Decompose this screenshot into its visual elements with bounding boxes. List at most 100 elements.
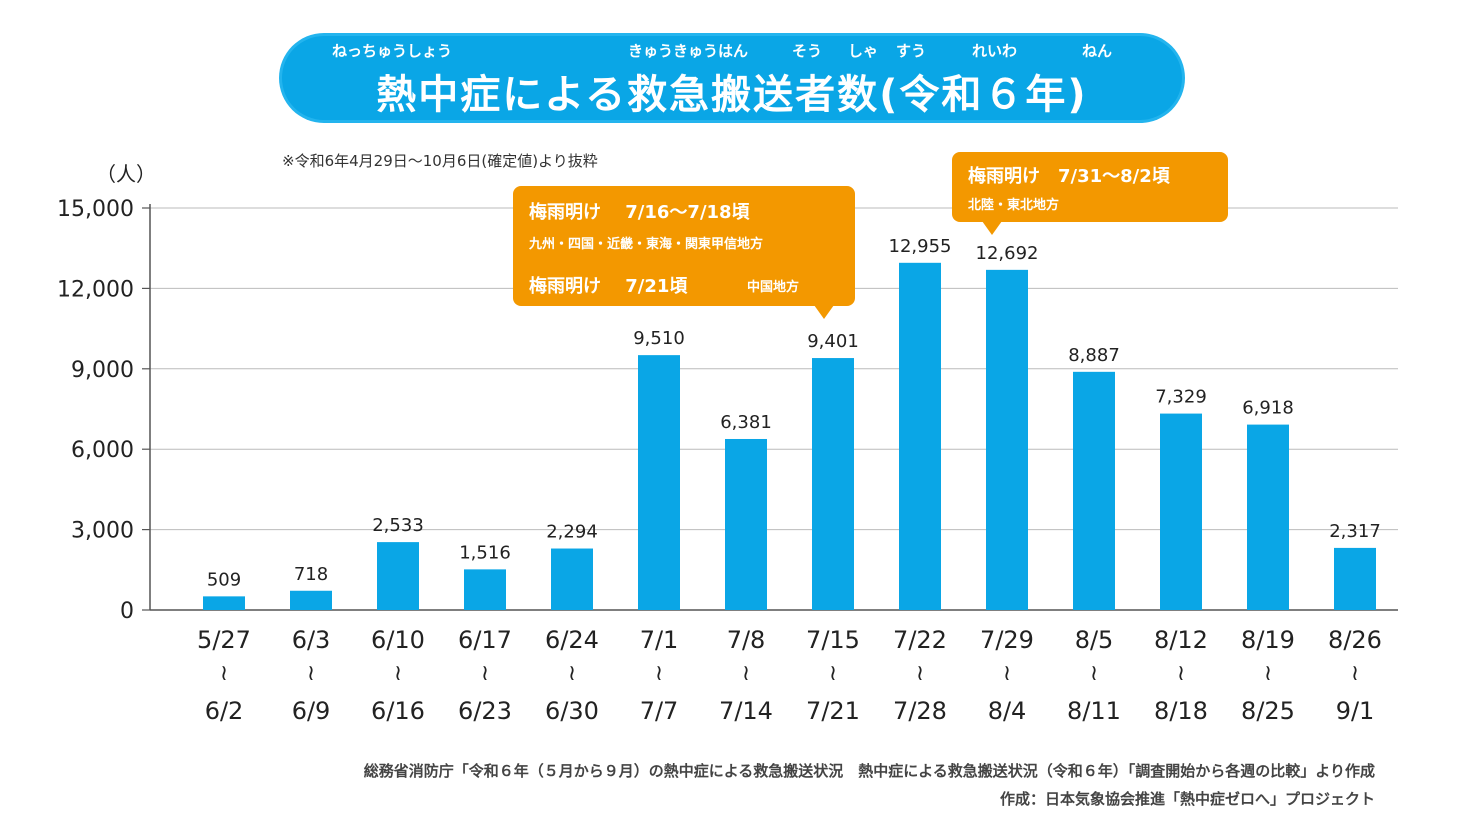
callout2-line2: 北陸・東北地方 (968, 198, 1060, 213)
x-label-end-7: 7/21 (806, 697, 860, 725)
value-label-7: 9,401 (807, 331, 859, 352)
x-label-separator-5: ≀ (655, 661, 663, 686)
x-label-separator-13: ≀ (1351, 661, 1359, 686)
rainy-season-end-callout-1: 梅雨明け 7/16〜7/18頃 九州・四国・近畿・東海・関東甲信地方 梅雨明け … (513, 186, 855, 306)
bar-11 (1160, 413, 1202, 610)
x-label-separator-9: ≀ (1003, 661, 1011, 686)
ruby-kyuukyuuhan: きゅうきゅうはん (628, 42, 749, 60)
bar-10 (1073, 371, 1115, 610)
x-label-end-4: 6/30 (545, 697, 599, 725)
x-label-separator-10: ≀ (1090, 661, 1098, 686)
y-axis-unit-label: （人） (96, 162, 156, 186)
value-label-13: 2,317 (1329, 521, 1381, 542)
value-label-9: 12,692 (976, 243, 1039, 264)
title-ruby: ねっちゅうしょう きゅうきゅうはん そう しゃ すう れいわ ねん (282, 40, 1182, 62)
x-label-separator-1: ≀ (307, 661, 315, 686)
callout2-pointer (982, 221, 1002, 235)
ruby-nen: ねん (1082, 42, 1113, 60)
x-label-end-13: 9/1 (1336, 697, 1375, 725)
y-tick-label-0: 0 (120, 599, 134, 624)
ruby-necchuushou: ねっちゅうしょう (332, 42, 453, 60)
value-label-11: 7,329 (1155, 387, 1207, 408)
x-label-separator-6: ≀ (742, 661, 750, 686)
x-label-start-2: 6/10 (371, 626, 425, 654)
x-label-end-11: 8/18 (1154, 697, 1208, 725)
value-label-10: 8,887 (1068, 345, 1120, 366)
y-tick-label-12000: 12,000 (57, 277, 134, 302)
ruby-sha: しゃ (848, 42, 879, 60)
x-label-end-1: 6/9 (292, 697, 331, 725)
rainy-season-end-callout-2: 梅雨明け 7/31〜8/2頃 北陸・東北地方 (952, 152, 1228, 222)
y-tick-label-3000: 3,000 (71, 519, 134, 544)
x-label-separator-2: ≀ (394, 661, 402, 686)
x-label-start-5: 7/1 (640, 626, 679, 654)
x-label-end-5: 7/7 (640, 697, 679, 725)
x-label-separator-12: ≀ (1264, 661, 1272, 686)
x-label-end-2: 6/16 (371, 697, 425, 725)
x-label-separator-7: ≀ (829, 661, 837, 686)
ruby-sou: そう (792, 42, 823, 60)
value-label-5: 9,510 (633, 328, 685, 349)
value-label-3: 1,516 (459, 542, 511, 563)
x-label-start-11: 8/12 (1154, 626, 1208, 654)
x-label-separator-8: ≀ (916, 661, 924, 686)
ruby-suu: すう (896, 42, 927, 60)
x-label-end-10: 8/11 (1067, 697, 1121, 725)
title-banner: ねっちゅうしょう きゅうきゅうはん そう しゃ すう れいわ ねん 熱中症による… (282, 36, 1182, 120)
bar-6 (725, 438, 767, 610)
bar-5 (638, 355, 680, 610)
bar-4 (551, 548, 593, 610)
x-label-start-3: 6/17 (458, 626, 512, 654)
y-tick-label-15000: 15,000 (57, 197, 134, 222)
bar-12 (1247, 424, 1289, 610)
x-label-separator-11: ≀ (1177, 661, 1185, 686)
x-label-end-3: 6/23 (458, 697, 512, 725)
source-line-2: 作成：日本気象協会推進「熱中症ゼロへ」プロジェクト (999, 790, 1375, 808)
bar-3 (464, 569, 506, 610)
chart-title: 熱中症による救急搬送者数(令和６年) (376, 72, 1088, 118)
callout1-line2: 九州・四国・近畿・東海・関東甲信地方 (529, 237, 764, 252)
bar-13 (1334, 547, 1376, 610)
bar-0 (203, 596, 245, 610)
y-tick-label-6000: 6,000 (71, 438, 134, 463)
x-label-start-9: 7/29 (980, 626, 1034, 654)
x-label-start-10: 8/5 (1075, 626, 1114, 654)
x-label-start-8: 7/22 (893, 626, 947, 654)
x-label-end-8: 7/28 (893, 697, 947, 725)
x-label-separator-0: ≀ (220, 661, 228, 686)
value-label-1: 718 (294, 564, 328, 585)
callout1-pointer (814, 305, 834, 319)
ruby-reiwa: れいわ (972, 42, 1018, 60)
x-label-end-9: 8/4 (988, 697, 1027, 725)
callout1-line1: 梅雨明け 7/16〜7/18頃 (529, 202, 750, 223)
x-label-start-6: 7/8 (727, 626, 766, 654)
source-line-1: 総務省消防庁「令和６年（５月から９月）の熱中症による救急搬送状況 熱中症による救… (363, 762, 1375, 780)
x-label-separator-3: ≀ (481, 661, 489, 686)
value-label-4: 2,294 (546, 522, 598, 543)
x-label-start-0: 5/27 (197, 626, 251, 654)
value-label-12: 6,918 (1242, 398, 1294, 419)
bar-8 (899, 262, 941, 610)
value-label-0: 509 (207, 569, 241, 590)
x-label-end-12: 8/25 (1241, 697, 1295, 725)
bar-1 (290, 590, 332, 610)
x-label-start-1: 6/3 (292, 626, 331, 654)
callout1-line3: 梅雨明け 7/21頃 (529, 276, 688, 297)
value-label-2: 2,533 (372, 515, 424, 536)
value-label-6: 6,381 (720, 412, 772, 433)
bar-9 (986, 269, 1028, 610)
bar-2 (377, 542, 419, 610)
y-tick-label-9000: 9,000 (71, 358, 134, 383)
x-label-end-6: 7/14 (719, 697, 773, 725)
date-range-note: ※令和6年4月29日〜10月6日(確定値)より抜粋 (282, 152, 598, 170)
value-label-8: 12,955 (889, 236, 952, 257)
x-label-end-0: 6/2 (205, 697, 244, 725)
x-label-start-7: 7/15 (806, 626, 860, 654)
x-label-start-13: 8/26 (1328, 626, 1382, 654)
bar-7 (812, 358, 854, 610)
x-label-start-4: 6/24 (545, 626, 599, 654)
x-label-start-12: 8/19 (1241, 626, 1295, 654)
x-label-separator-4: ≀ (568, 661, 576, 686)
callout2-line1: 梅雨明け 7/31〜8/2頃 (968, 166, 1170, 187)
